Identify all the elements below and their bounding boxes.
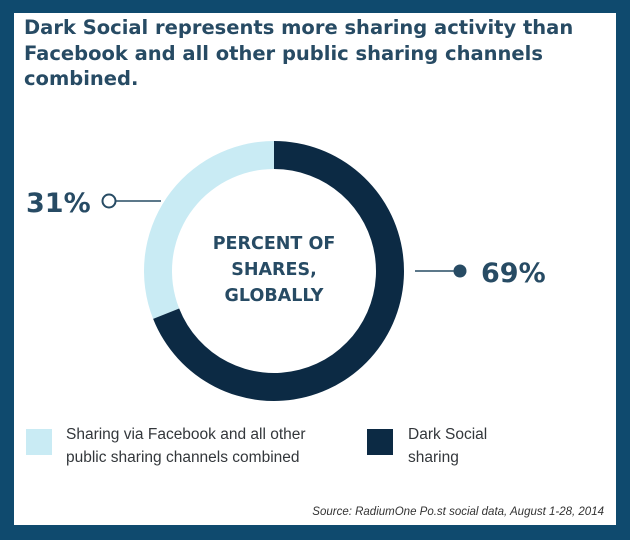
donut-center-label: PERCENT OF SHARES, GLOBALLY bbox=[212, 234, 336, 306]
callout-marker-right bbox=[453, 264, 467, 278]
legend-swatch-dark-social bbox=[367, 429, 393, 455]
legend-label-dark-social: Dark Social sharing bbox=[408, 426, 488, 466]
legend-swatch-facebook bbox=[26, 429, 52, 455]
infographic-card: Dark Social represents more sharing acti… bbox=[14, 13, 616, 525]
legend-label-facebook: Sharing via Facebook and all other publi… bbox=[66, 426, 306, 466]
donut-slice-facebook bbox=[143, 141, 274, 319]
value-label-facebook: 31% bbox=[26, 188, 91, 219]
callout-marker-left bbox=[101, 193, 117, 209]
donut-chart bbox=[101, 141, 467, 401]
chart-title: Dark Social represents more sharing acti… bbox=[24, 16, 574, 90]
source-note: Source: RadiumOne Po.st social data, Aug… bbox=[312, 506, 604, 518]
value-label-dark-social: 69% bbox=[481, 258, 546, 289]
